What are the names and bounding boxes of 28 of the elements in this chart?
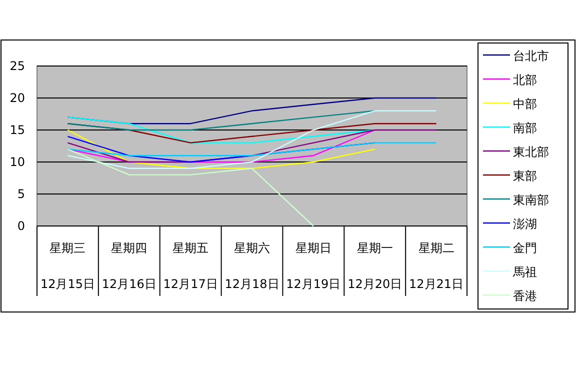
line-series (67, 110, 376, 131)
line-series (67, 110, 437, 169)
category-label: 星期二 12月21日 (409, 241, 464, 291)
legend-label: 北部 (513, 73, 537, 87)
legend-label: 東南部 (513, 193, 549, 207)
category-label: 星期日 12月19日 (286, 241, 341, 291)
y-tick-label: 20 (10, 90, 25, 105)
category-label: 星期五 12月17日 (163, 241, 218, 291)
legend-label: 澎湖 (513, 217, 537, 231)
legend-label: 東部 (513, 169, 537, 183)
legend-label: 台北市 (513, 49, 549, 63)
legend-label: 馬祖 (512, 265, 537, 279)
y-tick-label: 10 (10, 154, 25, 169)
y-tick-label: 25 (10, 58, 25, 73)
line-series (67, 116, 376, 144)
legend-label: 金門 (513, 241, 537, 255)
category-label: 星期三 12月15日 (40, 241, 95, 291)
legend-label: 東北部 (513, 145, 549, 159)
category-label: 星期六 12月18日 (224, 241, 280, 291)
line-series (67, 148, 314, 227)
y-tick-label: 5 (17, 186, 25, 201)
y-tick-label: 0 (17, 218, 25, 233)
legend-label: 南部 (513, 121, 537, 135)
legend-label: 香港 (513, 289, 537, 303)
category-label: 星期四 12月16日 (102, 241, 156, 291)
category-label: 星期一 12月20日 (348, 241, 402, 291)
y-tick-label: 15 (10, 122, 25, 137)
legend-label: 中部 (513, 97, 537, 111)
